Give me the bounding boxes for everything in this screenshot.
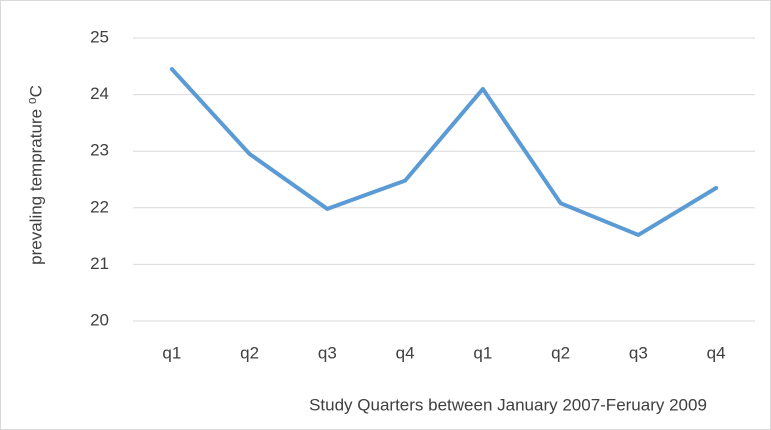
x-tick-label: q3 — [318, 343, 337, 362]
y-tick-label: 20 — [90, 310, 109, 329]
x-tick-label: q3 — [629, 343, 648, 362]
y-tick-label: 25 — [90, 27, 109, 46]
x-tick-label: q2 — [240, 343, 259, 362]
y-tick-label: 21 — [90, 254, 109, 273]
y-axis-label: prevaling temprature ⁰C — [26, 85, 45, 265]
x-tick-label: q2 — [551, 343, 570, 362]
y-tick-label: 23 — [90, 141, 109, 160]
data-line — [169, 67, 719, 237]
x-tick-label: q1 — [473, 343, 492, 362]
x-tick-label: q4 — [396, 343, 415, 362]
y-tick-label: 24 — [90, 84, 109, 103]
x-tick-label: q1 — [162, 343, 181, 362]
x-tick-label: q4 — [707, 343, 726, 362]
y-tick-label: 22 — [90, 197, 109, 216]
x-axis-label: Study Quarters between January 2007-Feru… — [309, 395, 707, 414]
